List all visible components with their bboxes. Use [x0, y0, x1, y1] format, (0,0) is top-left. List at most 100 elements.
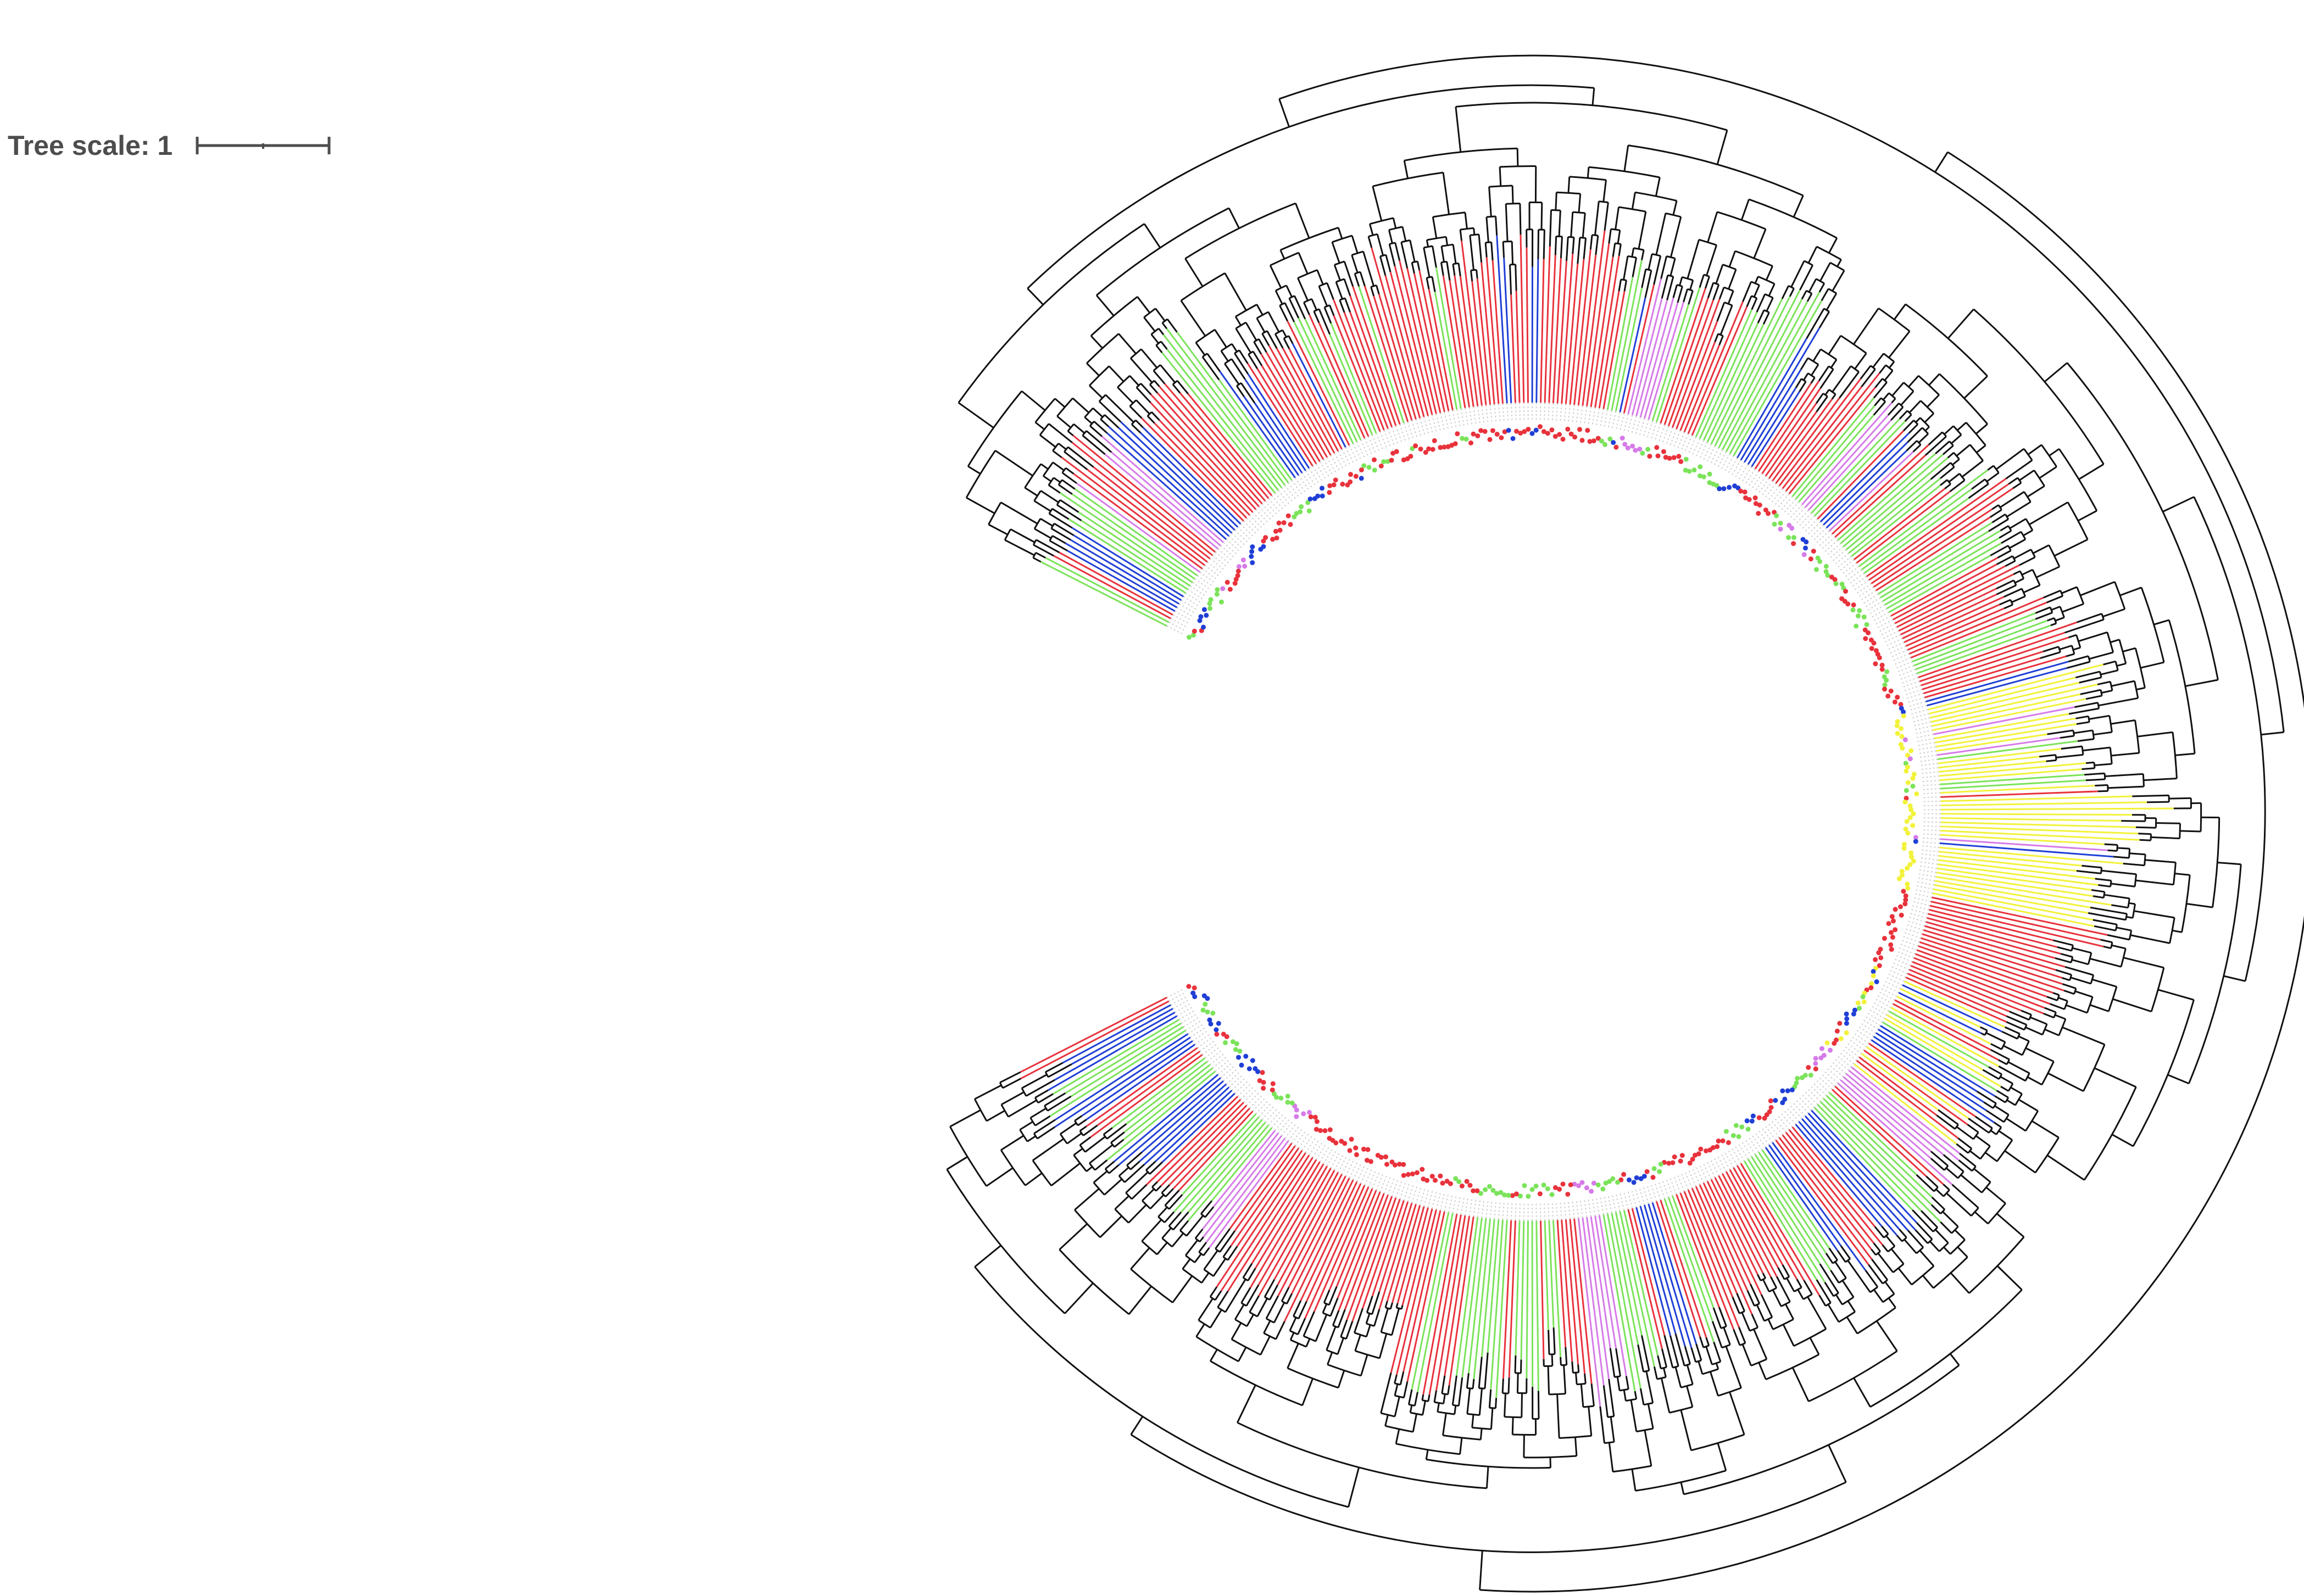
branch-arc [1944, 1165, 1949, 1171]
branch-segment [1222, 1245, 1232, 1258]
branch-segment [1265, 1295, 1279, 1319]
branch-segment [2077, 612, 2102, 623]
leaf-connector [1435, 414, 1442, 433]
branch-segment [1590, 1383, 1595, 1407]
branch-segment [1878, 522, 1993, 595]
branch-segment [1890, 406, 1904, 421]
branch-segment [1496, 235, 1508, 404]
leaf-connector [1888, 969, 1906, 978]
branch-segment [1874, 1226, 1885, 1238]
branch-arc [1422, 1399, 1429, 1402]
branch-segment [1924, 925, 2066, 968]
branch-segment [1234, 316, 1242, 326]
leaf-connector [1699, 442, 1708, 460]
branch-segment [1904, 596, 2005, 643]
branch-segment [1741, 1312, 1751, 1331]
leaf-marker [1766, 511, 1771, 516]
leaf-connector [1481, 1198, 1485, 1218]
leaf-connector [1407, 421, 1415, 440]
branch-segment [1431, 276, 1436, 292]
branch-segment [2035, 606, 2051, 614]
leaf-marker [1895, 695, 1900, 700]
branch-segment [1754, 383, 1812, 470]
branch-segment [1904, 1238, 1917, 1254]
tree-scale-label: Tree scale: 1 [8, 130, 173, 161]
branch-arc [1882, 378, 1888, 383]
branch-arc [1044, 1105, 1049, 1112]
branch-segment [1034, 421, 1045, 430]
branch-segment [1126, 1061, 1208, 1125]
branch-segment [1086, 362, 1100, 377]
branch-segment [2089, 1004, 2109, 1012]
branch-segment [1234, 1304, 1245, 1320]
branch-segment [1925, 921, 2056, 959]
branch-segment [1195, 342, 1206, 356]
branch-arc [1089, 1163, 1096, 1171]
leaf-marker [1607, 436, 1613, 442]
branch-arc [1235, 321, 1246, 330]
branch-segment [1824, 389, 1830, 395]
leaf-connector [1748, 1136, 1760, 1153]
branch-segment [2027, 444, 2043, 455]
branch-segment [1599, 1406, 1605, 1443]
leaf-connector [1395, 425, 1403, 444]
branch-segment [2019, 470, 2035, 481]
branch-segment [1683, 344, 1721, 433]
leaf-marker [1305, 500, 1311, 505]
branch-segment [2050, 622, 2057, 627]
leaf-marker [1911, 858, 1916, 864]
branch-segment [1142, 1188, 1155, 1202]
leaf-connector [1185, 592, 1203, 604]
branch-segment [2043, 589, 2061, 599]
branch-segment [1225, 1279, 1246, 1313]
branch-segment [2009, 538, 2026, 549]
branch-segment [1287, 1343, 1299, 1369]
branch-segment [1537, 1391, 1540, 1419]
branch-segment [986, 1167, 1014, 1187]
leaf-connector [1627, 1189, 1633, 1209]
leaf-connector [1228, 535, 1244, 550]
branch-segment [1837, 1082, 1953, 1186]
branch-segment [1343, 312, 1389, 429]
branch-arc [1772, 1318, 1794, 1330]
branch-segment [2072, 947, 2092, 954]
branch-segment [2044, 1029, 2060, 1036]
leaf-marker [1410, 446, 1415, 451]
branch-segment [1884, 1018, 2001, 1087]
branch-arc [1722, 264, 1737, 270]
branch-segment [2097, 680, 2111, 685]
leaf-connector [1748, 471, 1760, 488]
leaf-marker [1908, 748, 1914, 754]
branch-segment [1141, 417, 1244, 522]
branch-segment [1087, 468, 1208, 563]
branch-segment [1813, 420, 1906, 517]
branch-segment [1791, 1126, 1876, 1227]
branch-segment [1916, 1222, 1933, 1240]
branch-segment [2004, 1026, 2021, 1035]
leaf-marker [1383, 1154, 1388, 1159]
leaf-marker [1276, 520, 1282, 526]
branch-segment [1575, 1372, 1578, 1385]
branch-arc [1280, 226, 1339, 251]
branch-segment [1100, 418, 1110, 427]
leaf-connector [1460, 1196, 1465, 1215]
branch-segment [1481, 1219, 1495, 1357]
leaf-connector [1773, 1117, 1787, 1133]
branch-segment [2036, 566, 2060, 578]
branch-segment [2052, 939, 2073, 946]
branch-segment [1718, 1307, 1727, 1327]
leaf-connector [1212, 555, 1228, 568]
branch-segment [1772, 1289, 1782, 1307]
branch-arc [2034, 1137, 2060, 1174]
branch-segment [2006, 1015, 2027, 1026]
branch-segment [1762, 1273, 1767, 1279]
leaf-connector [1563, 404, 1567, 423]
branch-arc [2041, 1061, 2055, 1085]
branch-segment [1661, 275, 1669, 299]
leaf-marker [1756, 511, 1761, 516]
branch-segment [1611, 1213, 1639, 1345]
leaf-marker [1746, 497, 1752, 502]
branch-segment [1728, 250, 1736, 267]
leaf-marker [1200, 1007, 1206, 1013]
branch-segment [1224, 272, 1247, 311]
